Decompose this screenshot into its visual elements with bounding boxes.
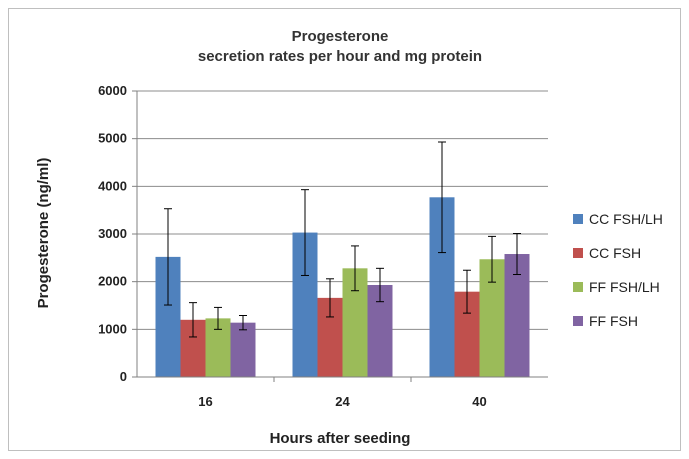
y-tick-label: 1000 [98, 321, 127, 336]
chart-subtitle: secretion rates per hour and mg protein [198, 48, 482, 65]
legend-swatch [573, 248, 583, 258]
x-tick-label: 24 [335, 394, 350, 409]
y-tick-label: 3000 [98, 226, 127, 241]
legend-swatch [573, 214, 583, 224]
legend-swatch [573, 282, 583, 292]
legend-label: CC FSH/LH [589, 211, 663, 227]
y-tick-label: 4000 [98, 178, 127, 193]
y-axis-title: Progesterone (ng/ml) [35, 158, 52, 309]
y-tick-label: 6000 [98, 83, 127, 98]
chart-title: Progesterone [292, 28, 389, 45]
legend-label: CC FSH [589, 245, 641, 261]
legend-label: FF FSH/LH [589, 279, 660, 295]
error-bar-layer [164, 141, 521, 338]
y-tick-label: 2000 [98, 274, 127, 289]
x-tick-label: 16 [198, 394, 212, 409]
y-tick-label: 0 [120, 369, 127, 384]
y-tick-label: 5000 [98, 131, 127, 146]
legend: CC FSH/LH CC FSH FF FSH/LH FF FSH [573, 211, 663, 329]
legend-label: FF FSH [589, 313, 638, 329]
x-tick-label: 40 [472, 394, 486, 409]
x-axis-title: Hours after seeding [270, 430, 411, 447]
axis-layer: 0 1000 2000 3000 4000 5000 6000 16 24 40 [98, 83, 548, 409]
legend-swatch [573, 316, 583, 326]
bar-layer [155, 197, 530, 377]
bar [230, 322, 256, 377]
